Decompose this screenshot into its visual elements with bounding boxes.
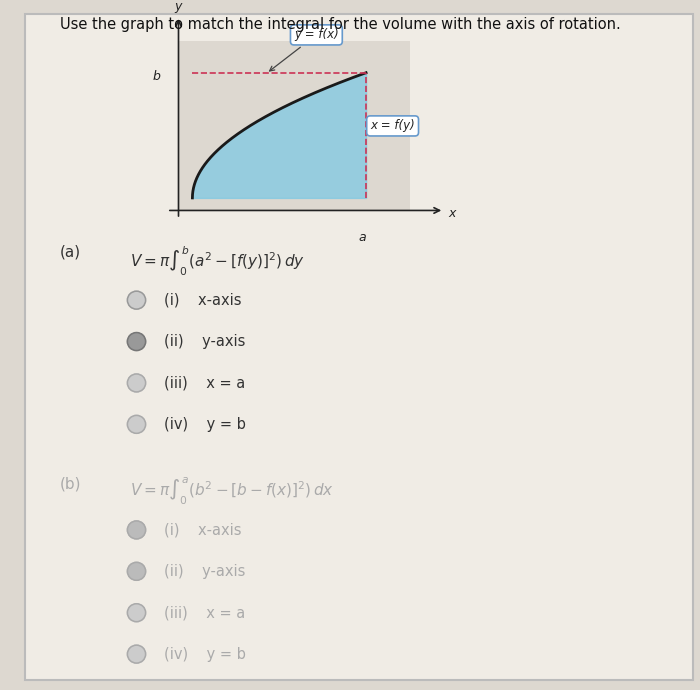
Text: Use the graph to match the integral for the volume with the axis of rotation.: Use the graph to match the integral for … (60, 17, 620, 32)
Text: (ii)    y-axis: (ii) y-axis (164, 564, 246, 579)
Text: (ii)    y-axis: (ii) y-axis (164, 334, 246, 349)
Text: x = f(y): x = f(y) (370, 119, 415, 132)
Text: x: x (449, 207, 456, 220)
Text: (iv)    y = b: (iv) y = b (164, 647, 246, 662)
Text: $V = \pi \int_0^a (b^2 - [b - f(x)]^2)\, dx$: $V = \pi \int_0^a (b^2 - [b - f(x)]^2)\,… (130, 476, 334, 507)
Text: (a): (a) (60, 245, 80, 260)
Text: (i)    x-axis: (i) x-axis (164, 522, 242, 538)
Text: (iii)    x = a: (iii) x = a (164, 605, 246, 620)
Text: y: y (175, 0, 182, 12)
Text: (iii)    x = a: (iii) x = a (164, 375, 246, 391)
Text: y = f(x): y = f(x) (270, 28, 339, 71)
Text: (b): (b) (60, 476, 81, 491)
Text: (iv)    y = b: (iv) y = b (164, 417, 246, 432)
Text: (i)    x-axis: (i) x-axis (164, 293, 242, 308)
Text: a: a (358, 230, 366, 244)
Text: $V = \pi \int_0^b (a^2 - [f(y)]^2)\, dy$: $V = \pi \int_0^b (a^2 - [f(y)]^2)\, dy$ (130, 245, 304, 278)
Text: b: b (152, 70, 160, 83)
